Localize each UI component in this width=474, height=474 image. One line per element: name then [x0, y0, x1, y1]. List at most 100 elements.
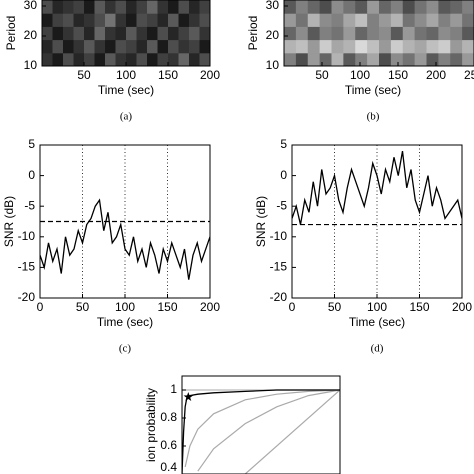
- heatmap-cell: [426, 26, 439, 41]
- heatmap-cell: [126, 0, 137, 14]
- heatmap-cell: [73, 13, 85, 27]
- heatmap-cell: [379, 0, 392, 14]
- y-tick-label: -10: [270, 229, 288, 243]
- heatmap-cell: [402, 0, 416, 14]
- heatmap-cell: [295, 0, 309, 14]
- plot-area: [182, 389, 340, 474]
- caption: (c): [119, 343, 132, 355]
- heatmap-cell: [52, 39, 64, 54]
- heatmap-cell: [295, 39, 309, 54]
- heatmap-cell: [115, 39, 127, 54]
- data-line: [197, 389, 340, 472]
- heatmap-cell: [105, 0, 116, 14]
- x-tick-label: 200: [200, 68, 220, 82]
- heatmap-cell: [168, 26, 179, 41]
- heatmap-cell: [331, 0, 344, 14]
- y-tick-label: 30: [24, 0, 38, 12]
- x-tick-label: 150: [388, 68, 408, 82]
- y-axis-label: ion probability: [144, 388, 158, 462]
- x-tick-label: 150: [409, 300, 429, 314]
- y-tick-label: -5: [24, 198, 35, 212]
- heatmap-cell: [84, 52, 95, 66]
- heatmap-cell: [126, 26, 137, 41]
- heatmap-cell: [189, 26, 200, 41]
- heatmap-cell: [331, 39, 344, 54]
- heatmap-cell: [126, 52, 137, 66]
- heatmap-cell: [402, 39, 416, 54]
- heatmap-cell: [52, 52, 64, 66]
- heatmap-cell: [355, 0, 368, 14]
- heatmap-cell: [136, 26, 148, 41]
- y-tick-label: -10: [18, 229, 36, 243]
- heatmap-cell: [42, 26, 53, 41]
- heatmap-cell: [168, 0, 179, 14]
- heatmap-cell: [295, 26, 309, 41]
- heatmap-cell: [168, 52, 179, 66]
- heatmap-cell: [199, 13, 210, 27]
- heatmap-cell: [115, 13, 127, 27]
- x-tick-label: 200: [200, 300, 220, 314]
- x-tick-label: 50: [328, 300, 342, 314]
- heatmap-cell: [462, 52, 474, 66]
- heatmap-cell: [414, 52, 427, 66]
- x-tick-label: 200: [452, 300, 472, 314]
- heatmap-cell: [319, 0, 332, 14]
- x-tick-label: 100: [367, 300, 387, 314]
- x-tick-label: 50: [315, 68, 329, 82]
- heatmap-cell: [52, 0, 64, 14]
- heatmap-cell: [94, 0, 106, 14]
- heatmap-cell: [73, 0, 85, 14]
- heatmap-cell: [136, 39, 148, 54]
- data-line: [40, 198, 210, 280]
- heatmap-cell: [426, 0, 439, 14]
- heatmap-cell: [402, 26, 416, 41]
- heatmap-cell: [284, 39, 297, 54]
- heatmap-cell: [390, 0, 404, 14]
- heatmap-cell: [426, 39, 439, 54]
- heatmap-cell: [426, 52, 439, 66]
- y-axis-label: Period: [4, 16, 18, 51]
- heatmap-cell: [450, 52, 463, 66]
- heatmap-cell: [199, 26, 210, 41]
- heatmap-cell: [379, 39, 392, 54]
- heatmap-cell: [307, 52, 321, 66]
- caption: (d): [371, 343, 384, 355]
- heatmap-cell: [147, 13, 158, 27]
- heatmap-cell: [42, 0, 53, 14]
- heatmap-cell: [178, 13, 190, 27]
- x-tick-label: 50: [76, 300, 90, 314]
- heatmap-cell: [319, 13, 332, 27]
- heatmap-cell: [343, 52, 356, 66]
- x-tick-label: 50: [77, 68, 91, 82]
- heatmap-cell: [284, 0, 297, 14]
- heatmap-cell: [168, 13, 179, 27]
- heatmap-cell: [462, 26, 474, 41]
- heatmap-cell: [199, 0, 210, 14]
- heatmap-cell: [63, 26, 74, 41]
- heatmap-cell: [199, 52, 210, 66]
- heatmap-cell: [295, 52, 309, 66]
- y-tick-label: 5: [280, 137, 287, 151]
- plot-area: [40, 145, 210, 298]
- heatmap-cell: [73, 52, 85, 66]
- y-tick-label: 30: [266, 0, 280, 12]
- heatmap-cell: [343, 26, 356, 41]
- heatmap-cell: [390, 13, 404, 27]
- heatmap-cell: [379, 26, 392, 41]
- heatmap-cell: [115, 26, 127, 41]
- y-tick-label: 5: [28, 137, 35, 151]
- y-tick-label: -20: [18, 290, 36, 304]
- y-tick-label: 0.8: [160, 410, 177, 424]
- heatmap-cell: [157, 52, 169, 66]
- heatmap-cell: [84, 26, 95, 41]
- heatmap-cell: [63, 52, 74, 66]
- heatmap-cell: [355, 52, 368, 66]
- heatmap-cell: [94, 52, 106, 66]
- plot-area: [284, 0, 474, 66]
- heatmap-cell: [147, 39, 158, 54]
- heatmap-cell: [136, 52, 148, 66]
- heatmap-cell: [307, 39, 321, 54]
- heatmap-cell: [379, 13, 392, 27]
- heatmap-cell: [414, 39, 427, 54]
